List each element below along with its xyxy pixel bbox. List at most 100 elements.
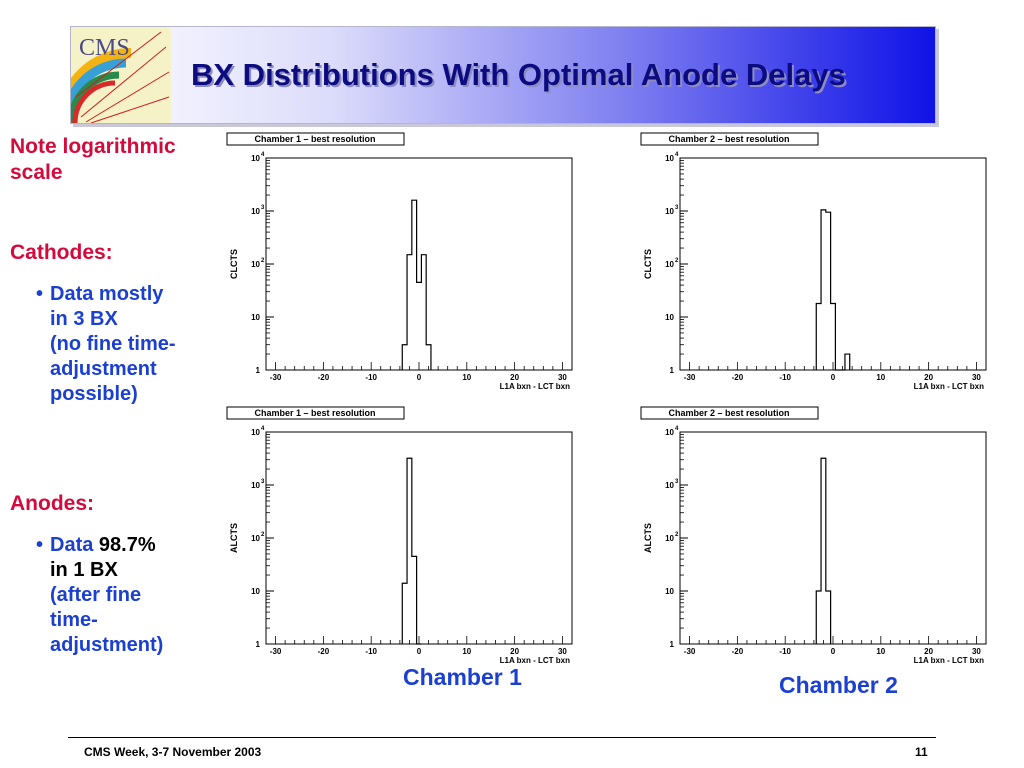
bullet-icon: • — [36, 283, 44, 305]
footer-page-number: 11 — [915, 745, 928, 759]
x-tick-label: 20 — [510, 647, 519, 656]
x-tick-label: -10 — [365, 373, 377, 382]
x-tick-label: -30 — [684, 647, 696, 656]
y-tick-label: 10 — [251, 481, 260, 490]
plot-frame — [265, 431, 573, 645]
x-tick-label: -20 — [318, 373, 330, 382]
x-tick-label: 0 — [417, 647, 422, 656]
slide-title: BX Distributions With Optimal Anode Dela… — [191, 57, 846, 92]
y-tick-exponent: 3 — [675, 205, 679, 211]
y-tick-label: 10 — [665, 260, 674, 269]
histogram-bar — [402, 345, 407, 370]
histogram-bar — [831, 303, 836, 370]
x-tick-label: 30 — [972, 373, 981, 382]
plot-frame — [679, 431, 987, 645]
y-axis-label: CLCTS — [229, 249, 239, 279]
y-tick-exponent: 2 — [261, 532, 265, 538]
chart-title: Chamber 1 – best resolution — [254, 134, 375, 144]
cathodes-heading: Cathodes: — [10, 241, 113, 264]
histogram-bar — [402, 583, 407, 644]
y-tick-label: 10 — [251, 154, 260, 163]
histogram-bar — [407, 255, 412, 370]
logo-text: CMS — [79, 35, 130, 61]
histogram-bar — [826, 212, 831, 370]
y-tick-label: 1 — [256, 640, 261, 649]
y-tick-exponent: 3 — [675, 479, 679, 485]
cathodes-line: Data mostly — [50, 283, 164, 305]
y-tick-label: 10 — [665, 207, 674, 216]
chart-title: Chamber 2 – best resolution — [668, 408, 789, 418]
y-tick-label: 10 — [251, 260, 260, 269]
x-tick-label: 0 — [831, 373, 836, 382]
chamber2-label: Chamber 2 — [779, 672, 898, 698]
x-tick-label: 0 — [417, 373, 422, 382]
cathodes-line: possible) — [50, 383, 138, 405]
cms-logo: CMS — [71, 27, 171, 123]
x-tick-label: -10 — [365, 647, 377, 656]
x-tick-label: -20 — [318, 647, 330, 656]
y-tick-exponent: 4 — [261, 426, 265, 432]
cathodes-bullet: • Data mostly in 3 BX (no fine time- adj… — [36, 282, 176, 407]
y-axis-label: ALCTS — [643, 523, 653, 553]
histogram-bar — [821, 210, 826, 370]
cathodes-line: adjustment — [50, 358, 157, 380]
x-tick-label: -30 — [270, 647, 282, 656]
chart-title: Chamber 1 – best resolution — [254, 408, 375, 418]
y-tick-exponent: 4 — [261, 152, 265, 158]
x-tick-label: 0 — [831, 647, 836, 656]
histogram-bar — [421, 255, 426, 370]
footer-left: CMS Week, 3-7 November 2003 — [84, 745, 262, 759]
histogram-outline — [401, 457, 422, 645]
x-tick-label: -10 — [779, 647, 791, 656]
x-tick-label: 20 — [924, 373, 933, 382]
x-tick-label: -20 — [732, 373, 744, 382]
anodes-percent: 98.7% — [98, 534, 156, 556]
x-tick-label: 10 — [462, 373, 471, 382]
y-tick-label: 10 — [665, 481, 674, 490]
histogram-bar — [816, 591, 821, 644]
y-tick-label: 10 — [251, 313, 260, 322]
plot-frame — [679, 157, 987, 371]
histogram-outline — [815, 209, 851, 371]
note-text: Note logarithmic scale — [10, 135, 176, 184]
y-tick-label: 10 — [251, 587, 260, 596]
cathodes-line: (no fine time- — [50, 333, 176, 355]
y-tick-label: 1 — [670, 366, 675, 375]
chart-title-box — [640, 132, 819, 146]
x-tick-label: -30 — [270, 373, 282, 382]
anodes-line: in 1 BX — [50, 559, 118, 581]
chart-title-box — [226, 132, 405, 146]
y-tick-exponent: 4 — [675, 152, 679, 158]
x-tick-label: -20 — [732, 647, 744, 656]
histogram-bar — [821, 458, 826, 644]
x-tick-label: -30 — [684, 373, 696, 382]
y-tick-label: 10 — [251, 207, 260, 216]
histogram-bar — [412, 200, 417, 370]
y-tick-exponent: 3 — [261, 479, 265, 485]
histogram-bar — [407, 458, 412, 644]
y-tick-label: 1 — [256, 366, 261, 375]
x-tick-label: 30 — [558, 373, 567, 382]
anodes-line: adjustment) — [50, 634, 164, 656]
y-tick-label: 10 — [665, 154, 674, 163]
x-axis-label: L1A bxn - LCT bxn — [500, 656, 570, 665]
y-tick-exponent: 4 — [675, 426, 679, 432]
y-tick-label: 10 — [665, 313, 674, 322]
y-tick-exponent: 3 — [261, 205, 265, 211]
y-tick-exponent: 2 — [675, 258, 679, 264]
y-tick-exponent: 2 — [261, 258, 265, 264]
anodes-line: time- — [50, 609, 98, 631]
y-tick-label: 1 — [670, 640, 675, 649]
cathodes-line: in 3 BX — [50, 308, 118, 330]
x-tick-label: 10 — [462, 647, 471, 656]
histogram-bar — [816, 303, 821, 370]
footer-divider — [68, 737, 936, 738]
histogram-bar — [845, 354, 850, 370]
histogram-bar — [826, 591, 831, 644]
y-axis-label: CLCTS — [643, 249, 653, 279]
histogram-bar — [412, 556, 417, 644]
y-tick-label: 10 — [251, 534, 260, 543]
x-tick-label: 10 — [876, 373, 885, 382]
